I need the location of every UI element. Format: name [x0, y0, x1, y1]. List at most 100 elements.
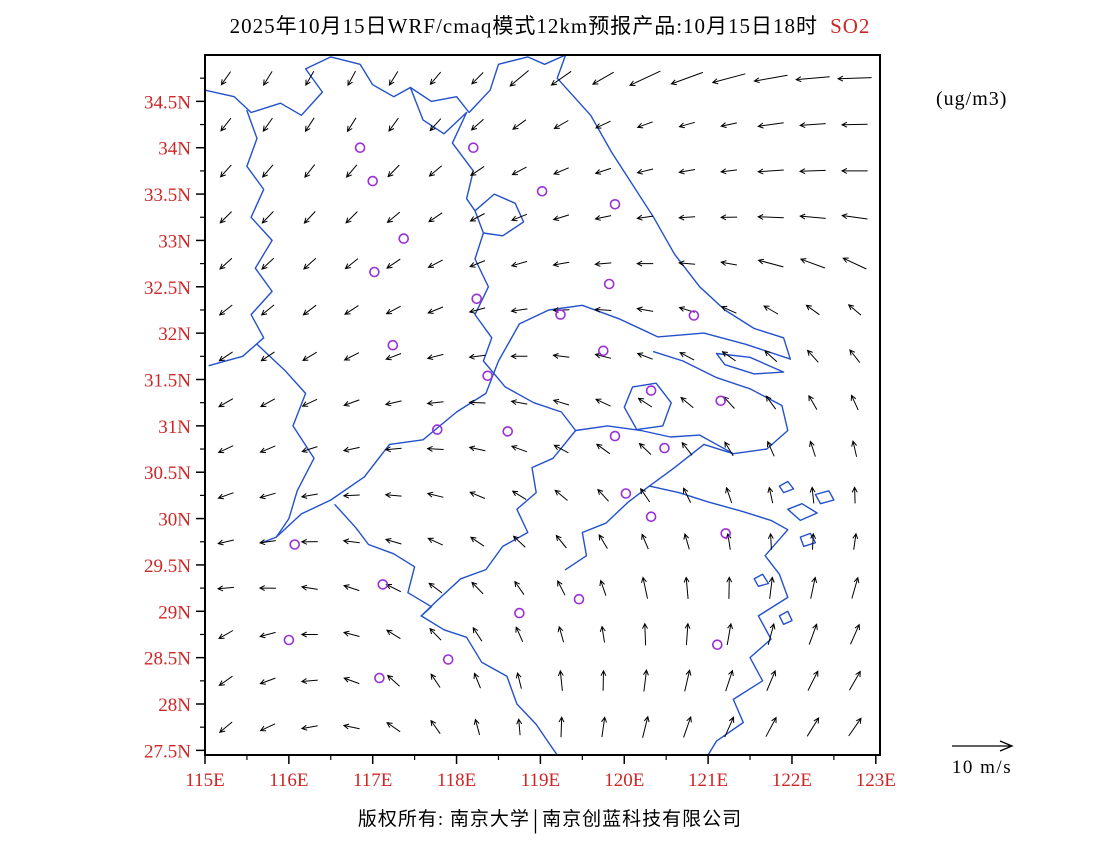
x-axis-label: 123E: [856, 770, 896, 791]
wind-arrow: [261, 164, 274, 178]
wind-arrow: [388, 117, 399, 132]
wind-arrow: [849, 349, 861, 363]
wind-arrow: [469, 491, 486, 499]
wind-arrow: [799, 122, 826, 129]
hongze-lake: [474, 193, 525, 237]
wind-arrow: [300, 538, 318, 545]
wind-arrow: [594, 215, 612, 221]
wind-arrow: [260, 304, 275, 316]
wind-arrow: [725, 669, 734, 692]
x-axis-label: 117E: [353, 770, 392, 791]
wind-arrow: [753, 74, 788, 84]
wind-arrow: [636, 352, 653, 360]
wind-arrow: [550, 70, 572, 86]
map-boundaries: [205, 55, 835, 755]
title-text: 2025年10月15日WRF/cmaq模式12km预报产品:10月15日18时: [229, 14, 819, 38]
x-axis-label: 115E: [185, 770, 224, 791]
wind-arrow: [594, 306, 612, 313]
wind-arrow: [218, 398, 234, 408]
chongming-island: [715, 352, 785, 375]
wind-arrow: [342, 492, 360, 499]
wind-arrow: [642, 715, 650, 738]
wind-arrow: [799, 213, 826, 220]
wind-arrow: [514, 580, 525, 595]
y-axis-label: 30.5N: [144, 463, 191, 484]
wind-arrow: [468, 445, 486, 452]
y-axis-label: 29.5N: [144, 556, 191, 577]
henan-anhui-border: [208, 109, 273, 367]
wind-arrow: [678, 168, 696, 175]
wind-arrow: [259, 677, 276, 685]
wind-arrow: [599, 625, 606, 643]
station-marker: [374, 672, 385, 684]
wind-arrow: [426, 400, 444, 406]
wind-arrow: [767, 622, 776, 646]
station-marker: [603, 278, 615, 290]
wind-arrow: [840, 167, 868, 174]
wind-arrow: [598, 533, 608, 549]
wind-arrow: [300, 493, 318, 499]
wind-arrow: [679, 352, 695, 361]
wind-arrow: [808, 623, 818, 645]
wind-arrow: [261, 257, 275, 270]
x-axis-label: 122E: [772, 770, 812, 791]
wind-arrow: [848, 717, 862, 737]
wind-arrow: [594, 167, 612, 175]
wind-arrow: [555, 534, 567, 549]
wind-arrow: [684, 669, 692, 692]
wind-arrow: [469, 213, 485, 222]
wind-arrow: [806, 717, 820, 737]
station-marker: [369, 266, 380, 278]
wind-arrow: [386, 674, 400, 687]
wind-arrow: [428, 212, 443, 223]
wind-arrow: [471, 581, 484, 595]
station-marker: [645, 511, 657, 523]
station-marker: [398, 233, 410, 244]
station-marker: [620, 488, 632, 499]
wind-arrow: [678, 260, 696, 267]
wind-arrow: [637, 397, 653, 408]
wind-arrow: [512, 119, 527, 130]
wind-arrow: [384, 446, 402, 453]
wind-arrow: [343, 352, 360, 361]
island-4: [778, 480, 795, 494]
wind-arrow: [726, 576, 733, 599]
wind-arrow: [219, 257, 233, 270]
jiangsu-zhejiang-border: [574, 425, 734, 455]
wind-arrow: [218, 721, 233, 734]
wind-arrow: [259, 445, 276, 453]
wind-arrow: [629, 70, 661, 86]
wind-arrow: [765, 716, 777, 737]
wind-arrow: [683, 487, 692, 503]
copyright-divider: |: [532, 805, 540, 834]
wind-arrow: [473, 718, 481, 736]
x-axis-label: 119E: [521, 770, 560, 791]
wind-arrow: [851, 486, 858, 504]
wind-arrow: [636, 260, 654, 267]
wind-arrow: [726, 622, 734, 646]
wind-arrow: [300, 724, 318, 731]
wind-arrow: [552, 261, 570, 268]
wind-arrow: [594, 398, 611, 407]
wind-arrow: [388, 71, 399, 86]
wind-arrow: [510, 445, 528, 453]
wind-arrow: [510, 307, 528, 314]
wind-arrow: [343, 676, 360, 685]
wind-arrow: [724, 441, 734, 457]
wind-arrow: [346, 117, 357, 133]
y-axis-label: 27.5N: [144, 741, 191, 762]
wind-arrow: [552, 353, 570, 359]
station-marker: [609, 199, 621, 210]
wind-scale-label: 10 m/s: [952, 757, 1012, 778]
wind-arrow: [347, 70, 356, 87]
wind-arrow: [678, 214, 696, 221]
wind-arrow: [724, 716, 735, 738]
station-marker: [536, 186, 548, 197]
wind-arrow: [552, 214, 570, 221]
wind-arrow: [810, 532, 817, 550]
wind-arrow: [259, 492, 276, 500]
wind-arrow: [344, 305, 359, 315]
wind-arrow: [757, 214, 784, 220]
wind-arrow: [764, 350, 778, 363]
wind-arrow: [509, 70, 529, 87]
